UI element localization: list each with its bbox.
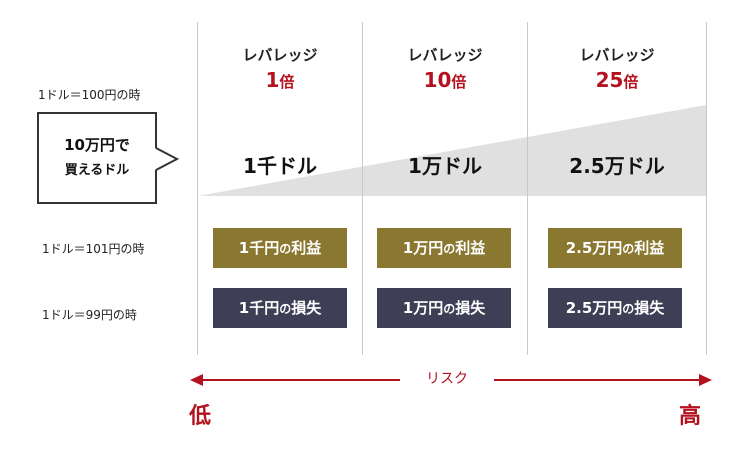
profit-badge-1: 1千円の利益 (213, 228, 347, 268)
dollar-amount-2: 1万ドル (408, 154, 482, 178)
column-divider (706, 22, 707, 355)
profit-badge-3: 2.5万円の利益 (548, 228, 682, 268)
profit-badge-2: 1万円の利益 (377, 228, 511, 268)
column-divider (527, 22, 528, 355)
leverage-multiplier-2: 10倍 (423, 68, 467, 92)
rate-label-base: 1ドル＝100円の時 (38, 88, 141, 102)
loss-badge-1: 1千円の損失 (213, 288, 347, 328)
leverage-multiplier-1: 1倍 (265, 68, 295, 92)
loss-badge-3: 2.5万円の損失 (548, 288, 682, 328)
loss-badge-2: 1万円の損失 (377, 288, 511, 328)
column-divider (362, 22, 363, 355)
bubble-line-1: 10万円で (64, 136, 130, 154)
risk-label: リスク (400, 368, 494, 388)
column-divider (197, 22, 198, 355)
risk-low-label: 低 (189, 404, 212, 429)
dollar-amount-3: 2.5万ドル (569, 154, 665, 178)
risk-high-label: 高 (679, 404, 702, 429)
bubble-line-2: 買えるドル (64, 163, 130, 178)
leverage-label-1: レバレッジ (242, 46, 318, 64)
dollar-amount-1: 1千ドル (243, 154, 317, 178)
rate-label-up: 1ドル＝101円の時 (42, 242, 145, 256)
rate-label-down: 1ドル＝99円の時 (42, 308, 137, 322)
bubble-pointer (155, 147, 180, 171)
leverage-multiplier-3: 25倍 (595, 68, 639, 92)
leverage-label-2: レバレッジ (407, 46, 483, 64)
leverage-label-3: レバレッジ (579, 46, 655, 64)
